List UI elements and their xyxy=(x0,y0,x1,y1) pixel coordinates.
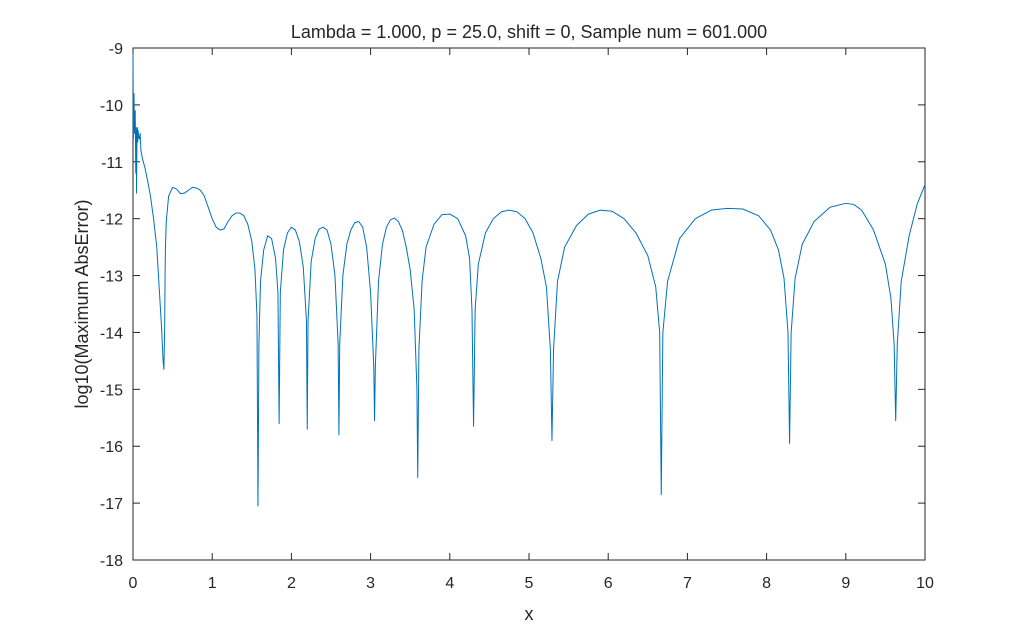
x-tick-label: 6 xyxy=(604,575,613,592)
x-tick-label: 8 xyxy=(762,575,771,592)
x-tick-label: 0 xyxy=(129,575,138,592)
axes-box xyxy=(132,47,926,561)
x-tick-label: 10 xyxy=(916,575,934,592)
x-tick-label: 1 xyxy=(208,575,217,592)
x-tick-label: 3 xyxy=(366,575,375,592)
x-axis-label: x xyxy=(525,604,534,624)
x-axis-ticks: 0 1 2 3 4 5 6 7 8 9 10 xyxy=(129,48,934,592)
x-tick-label: 5 xyxy=(525,575,534,592)
x-tick-label: 7 xyxy=(683,575,692,592)
plot-area xyxy=(132,47,926,561)
y-tick-label: -12 xyxy=(100,212,123,229)
y-tick-label: -14 xyxy=(100,325,123,342)
x-tick-label: 4 xyxy=(445,575,454,592)
series-layer xyxy=(132,53,926,507)
y-axis-ticks: -9 -10 -11 -12 -13 -14 -15 -16 -17 -18 xyxy=(100,41,925,570)
y-tick-label: -15 xyxy=(100,382,123,399)
y-tick-label: -10 xyxy=(100,98,123,115)
y-tick-label: -13 xyxy=(100,269,123,286)
x-tick-label: 9 xyxy=(841,575,850,592)
y-tick-label: -9 xyxy=(109,41,123,58)
y-tick-label: -17 xyxy=(100,496,123,513)
y-axis-label: log10(Maximum AbsError) xyxy=(72,199,92,408)
y-tick-label: -11 xyxy=(101,155,123,172)
y-tick-label: -18 xyxy=(100,553,123,570)
series-line-1 xyxy=(132,53,926,507)
x-tick-label: 2 xyxy=(287,575,296,592)
y-tick-label: -16 xyxy=(100,439,123,456)
chart-title: Lambda = 1.000, p = 25.0, shift = 0, Sam… xyxy=(291,22,767,42)
